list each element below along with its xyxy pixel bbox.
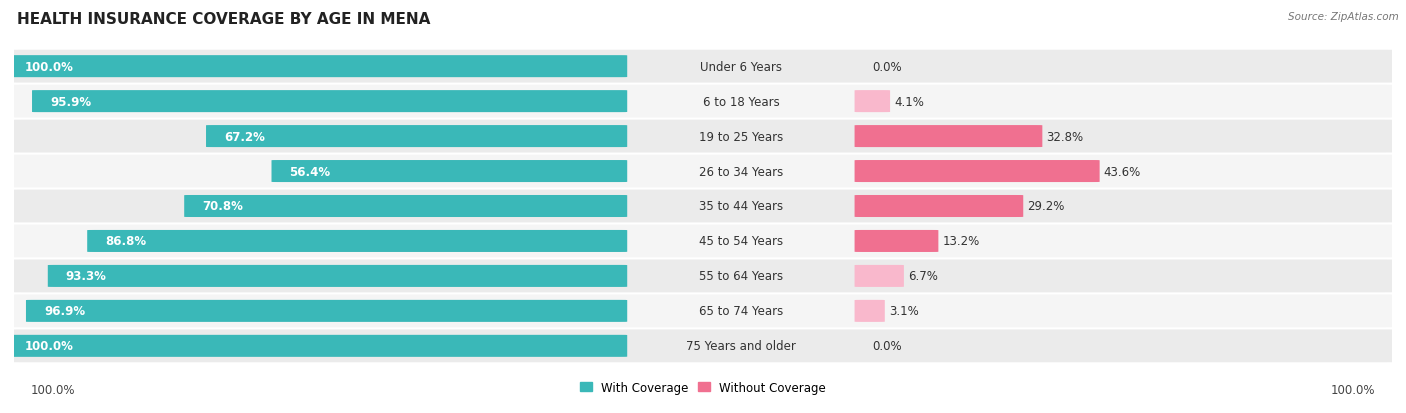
- FancyBboxPatch shape: [7, 330, 1399, 362]
- FancyBboxPatch shape: [855, 91, 890, 113]
- FancyBboxPatch shape: [184, 195, 627, 218]
- Text: HEALTH INSURANCE COVERAGE BY AGE IN MENA: HEALTH INSURANCE COVERAGE BY AGE IN MENA: [17, 12, 430, 27]
- Text: 56.4%: 56.4%: [290, 165, 330, 178]
- Text: 0.0%: 0.0%: [873, 339, 903, 352]
- Text: 100.0%: 100.0%: [1330, 384, 1375, 396]
- Text: 96.9%: 96.9%: [44, 305, 84, 318]
- Text: 29.2%: 29.2%: [1028, 200, 1064, 213]
- FancyBboxPatch shape: [48, 265, 627, 287]
- FancyBboxPatch shape: [855, 195, 1024, 218]
- Text: 67.2%: 67.2%: [224, 130, 264, 143]
- Text: 100.0%: 100.0%: [25, 61, 75, 74]
- FancyBboxPatch shape: [855, 300, 884, 322]
- FancyBboxPatch shape: [87, 230, 627, 252]
- FancyBboxPatch shape: [271, 161, 627, 183]
- Text: 35 to 44 Years: 35 to 44 Years: [699, 200, 783, 213]
- FancyBboxPatch shape: [7, 56, 627, 78]
- Text: 100.0%: 100.0%: [31, 384, 76, 396]
- Text: 26 to 34 Years: 26 to 34 Years: [699, 165, 783, 178]
- FancyBboxPatch shape: [855, 230, 938, 252]
- FancyBboxPatch shape: [7, 120, 1399, 153]
- FancyBboxPatch shape: [7, 260, 1399, 293]
- FancyBboxPatch shape: [7, 155, 1399, 188]
- Text: 6 to 18 Years: 6 to 18 Years: [703, 95, 779, 108]
- FancyBboxPatch shape: [7, 190, 1399, 223]
- Text: 43.6%: 43.6%: [1104, 165, 1142, 178]
- Text: Under 6 Years: Under 6 Years: [700, 61, 782, 74]
- Text: 70.8%: 70.8%: [202, 200, 243, 213]
- FancyBboxPatch shape: [855, 126, 1042, 148]
- Text: 19 to 25 Years: 19 to 25 Years: [699, 130, 783, 143]
- Text: 93.3%: 93.3%: [66, 270, 107, 283]
- Text: Source: ZipAtlas.com: Source: ZipAtlas.com: [1288, 12, 1399, 22]
- Text: 55 to 64 Years: 55 to 64 Years: [699, 270, 783, 283]
- FancyBboxPatch shape: [25, 300, 627, 322]
- Text: 95.9%: 95.9%: [51, 95, 91, 108]
- Text: 6.7%: 6.7%: [908, 270, 938, 283]
- FancyBboxPatch shape: [207, 126, 627, 148]
- FancyBboxPatch shape: [7, 225, 1399, 258]
- FancyBboxPatch shape: [7, 85, 1399, 118]
- FancyBboxPatch shape: [32, 91, 627, 113]
- FancyBboxPatch shape: [855, 161, 1099, 183]
- Text: 100.0%: 100.0%: [25, 339, 75, 352]
- Text: 86.8%: 86.8%: [105, 235, 146, 248]
- Text: 13.2%: 13.2%: [942, 235, 980, 248]
- FancyBboxPatch shape: [855, 265, 904, 287]
- Text: 0.0%: 0.0%: [873, 61, 903, 74]
- FancyBboxPatch shape: [7, 51, 1399, 83]
- Text: 45 to 54 Years: 45 to 54 Years: [699, 235, 783, 248]
- Text: 75 Years and older: 75 Years and older: [686, 339, 796, 352]
- Text: 3.1%: 3.1%: [889, 305, 918, 318]
- FancyBboxPatch shape: [7, 335, 627, 357]
- Text: 4.1%: 4.1%: [894, 95, 924, 108]
- Text: 65 to 74 Years: 65 to 74 Years: [699, 305, 783, 318]
- Text: 32.8%: 32.8%: [1046, 130, 1084, 143]
- Legend: With Coverage, Without Coverage: With Coverage, Without Coverage: [575, 376, 831, 399]
- FancyBboxPatch shape: [7, 295, 1399, 328]
